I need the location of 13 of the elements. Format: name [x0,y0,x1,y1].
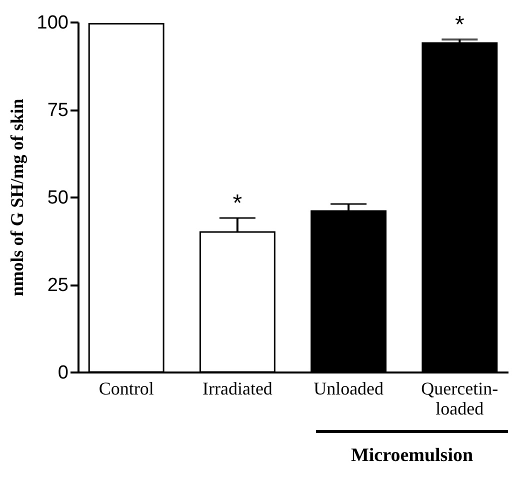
y-axis-title: nmols of G SH/mg of skin [6,98,27,296]
annotation: * [454,12,464,38]
x-tick-label: Irradiated [202,378,272,398]
y-tick-label: 50 [47,188,68,208]
y-tick-label: 75 [47,100,68,121]
y-tick-label: 0 [58,362,68,384]
x-tick-label: Control [98,378,154,398]
y-tick-label: 100 [36,12,68,34]
annotation: * [232,190,242,217]
text: Microemulsion [350,445,474,467]
x-tick-label: Unloaded [314,378,384,398]
x-tick-label: Quercetin-loaded [421,378,498,418]
y-tick-label: 25 [47,275,68,296]
